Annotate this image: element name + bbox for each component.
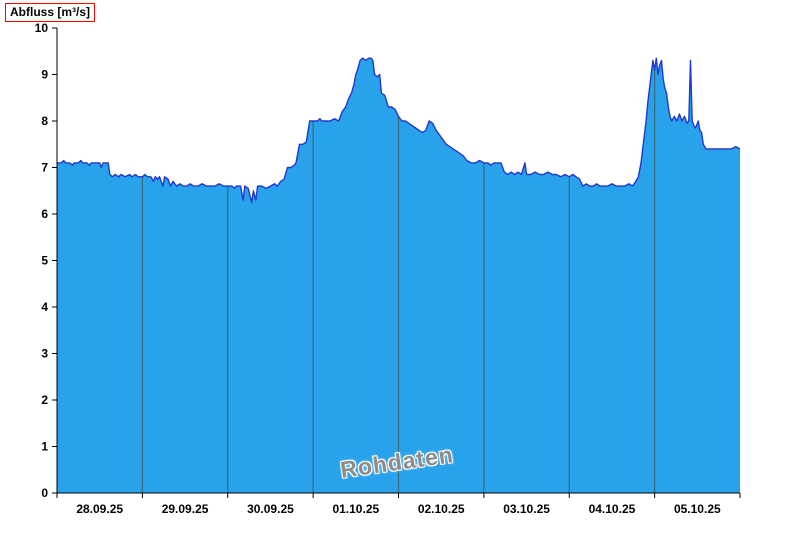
y-tick-label: 3	[41, 347, 48, 361]
y-tick-label: 5	[41, 254, 48, 268]
x-tick-label: 30.09.25	[247, 502, 294, 516]
y-tick-label: 9	[41, 68, 48, 82]
x-tick-label: 04.10.25	[589, 502, 636, 516]
x-tick-label: 05.10.25	[674, 502, 721, 516]
y-tick-label: 0	[41, 486, 48, 500]
y-tick-label: 1	[41, 440, 48, 454]
y-tick-label: 6	[41, 207, 48, 221]
y-axis-title[interactable]: Abfluss [m³/s]	[5, 3, 96, 22]
x-tick-label: 28.09.25	[76, 502, 123, 516]
x-tick-label: 01.10.25	[332, 502, 379, 516]
y-tick-label: 8	[41, 114, 48, 128]
x-tick-label: 29.09.25	[162, 502, 209, 516]
y-tick-label: 4	[41, 300, 48, 314]
y-tick-label: 7	[41, 161, 48, 175]
y-tick-label: 2	[41, 393, 48, 407]
x-tick-label: 03.10.25	[503, 502, 550, 516]
x-tick-label: 02.10.25	[418, 502, 465, 516]
y-tick-label: 10	[35, 21, 49, 35]
